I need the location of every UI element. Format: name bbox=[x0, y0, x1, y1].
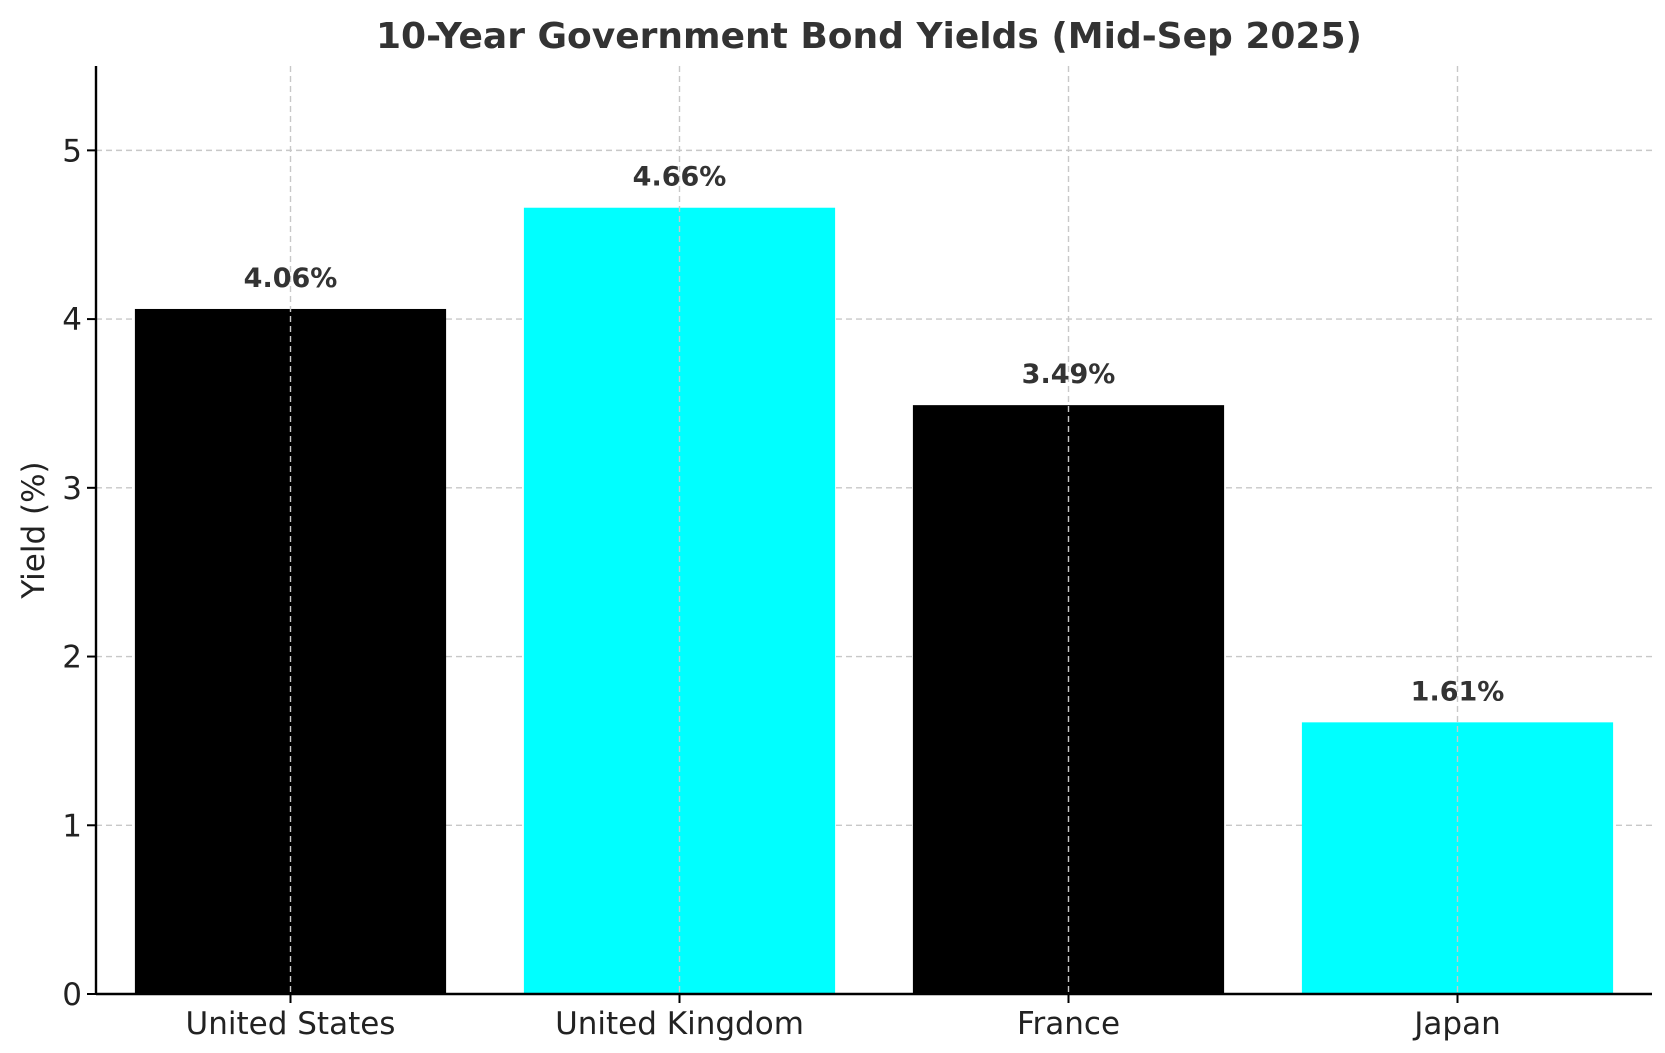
y-axis-label: Yield (%) bbox=[16, 461, 52, 599]
x-tick-label: France bbox=[1017, 1006, 1120, 1042]
data-labels: 4.06% 4.66% 3.49% 1.61% bbox=[244, 162, 1505, 708]
data-label: 4.06% bbox=[244, 263, 338, 294]
x-tick-label: United Kingdom bbox=[555, 1006, 804, 1042]
y-ticks: 0 1 2 3 4 5 bbox=[62, 133, 96, 1013]
y-tick-label: 0 bbox=[62, 977, 82, 1013]
chart-title: 10-Year Government Bond Yields (Mid-Sep … bbox=[376, 16, 1362, 57]
y-tick-label: 5 bbox=[62, 133, 82, 169]
data-label: 3.49% bbox=[1022, 359, 1116, 390]
x-tick-label: Japan bbox=[1412, 1006, 1500, 1042]
y-tick-label: 4 bbox=[62, 302, 82, 338]
vertical-grid bbox=[289, 66, 1459, 994]
y-tick-label: 2 bbox=[62, 640, 82, 676]
bars bbox=[134, 207, 1614, 995]
data-label: 1.61% bbox=[1411, 676, 1505, 707]
x-tick-label: United States bbox=[186, 1006, 396, 1042]
axes bbox=[94, 66, 1652, 996]
x-ticks: United States United Kingdom France Japan bbox=[186, 994, 1501, 1042]
y-tick-label: 1 bbox=[62, 808, 82, 844]
data-label: 4.66% bbox=[633, 162, 727, 193]
y-tick-label: 3 bbox=[62, 471, 82, 507]
